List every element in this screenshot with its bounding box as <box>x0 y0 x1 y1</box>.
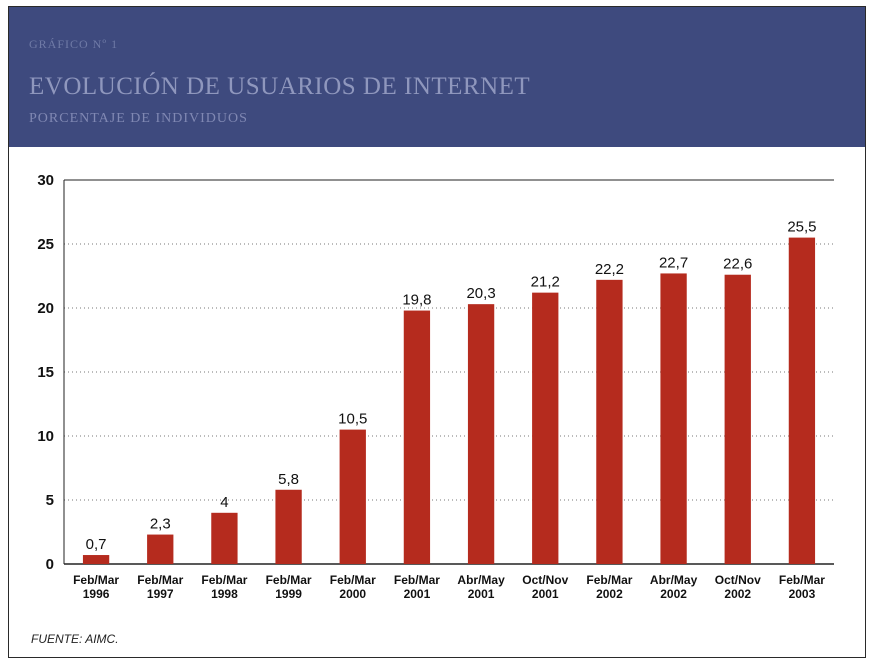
y-tick-label: 25 <box>37 236 54 253</box>
data-label: 5,8 <box>278 471 299 488</box>
x-tick-label-year: 2001 <box>468 587 495 601</box>
chart-title: EVOLUCIÓN DE USUARIOS DE INTERNET <box>29 73 531 100</box>
x-tick-label-year: 2003 <box>789 587 816 601</box>
y-tick-label: 15 <box>37 364 54 381</box>
data-label: 0,7 <box>86 536 107 553</box>
data-label: 4 <box>220 494 228 511</box>
x-tick-label: Oct/Nov <box>522 573 568 587</box>
x-tick-label-year: 1999 <box>275 587 302 601</box>
bar <box>403 310 431 564</box>
x-tick-label: Feb/Mar <box>137 573 183 587</box>
x-tick-label: Feb/Mar <box>266 573 312 587</box>
chart-area: 0 5 10 15 20 25 30 0,7 Feb/Mar 1996 2,3 Feb/Mar 1997… <box>9 147 865 617</box>
bar <box>147 534 174 564</box>
data-label: 19,8 <box>402 292 431 309</box>
bar <box>660 273 687 564</box>
x-tick-label: Feb/Mar <box>586 573 632 587</box>
x-tick-label-year: 1998 <box>211 587 238 601</box>
bar <box>339 429 366 564</box>
x-tick-label: Oct/Nov <box>715 573 761 587</box>
x-tick-label-year: 1996 <box>83 587 110 601</box>
bar <box>467 304 495 564</box>
x-tick-label: Abr/May <box>457 573 505 587</box>
x-tick-label-year: 1997 <box>147 587 174 601</box>
source-note: FUENTE: AIMC. <box>31 632 119 646</box>
chart-subtitle: PORCENTAJE DE INDIVIDUOS <box>29 111 248 126</box>
data-label: 10,5 <box>338 411 367 428</box>
x-tick-label: Feb/Mar <box>779 573 825 587</box>
x-tick-label: Feb/Mar <box>73 573 119 587</box>
x-tick-label: Feb/Mar <box>330 573 376 587</box>
x-tick-label-year: 2001 <box>532 587 559 601</box>
bar <box>275 489 302 564</box>
bar <box>788 237 816 564</box>
bar <box>724 274 751 564</box>
x-tick-label-year: 2000 <box>339 587 366 601</box>
data-label: 21,2 <box>531 274 560 291</box>
data-label: 22,7 <box>659 254 688 271</box>
y-tick-label: 0 <box>46 556 54 573</box>
data-label: 2,3 <box>150 516 171 533</box>
bar <box>211 512 238 564</box>
bar-chart: 0510152025300,7Feb/Mar19962,3Feb/Mar1997… <box>37 172 834 601</box>
y-tick-label: 5 <box>46 492 54 509</box>
x-tick-label-year: 2002 <box>660 587 687 601</box>
y-tick-label: 30 <box>37 172 54 189</box>
x-tick-label: Feb/Mar <box>394 573 440 587</box>
chart-header: GRÁFICO Nº 1 EVOLUCIÓN DE USUARIOS DE IN… <box>9 7 865 147</box>
y-tick-label: 10 <box>37 428 54 445</box>
chart-kicker: GRÁFICO Nº 1 <box>29 37 119 51</box>
x-tick-label-year: 2002 <box>724 587 751 601</box>
x-tick-label: Abr/May <box>650 573 698 587</box>
data-label: 25,5 <box>787 219 816 236</box>
bar <box>532 292 559 564</box>
chart-panel: GRÁFICO Nº 1 EVOLUCIÓN DE USUARIOS DE IN… <box>8 6 866 658</box>
x-tick-label: Feb/Mar <box>201 573 247 587</box>
x-tick-label-year: 2002 <box>596 587 623 601</box>
data-label: 22,6 <box>723 256 752 273</box>
data-label: 22,2 <box>595 261 624 278</box>
bar <box>596 279 623 564</box>
data-label: 20,3 <box>466 285 495 302</box>
bar <box>82 555 110 564</box>
x-tick-label-year: 2001 <box>404 587 431 601</box>
y-tick-label: 20 <box>37 300 54 317</box>
